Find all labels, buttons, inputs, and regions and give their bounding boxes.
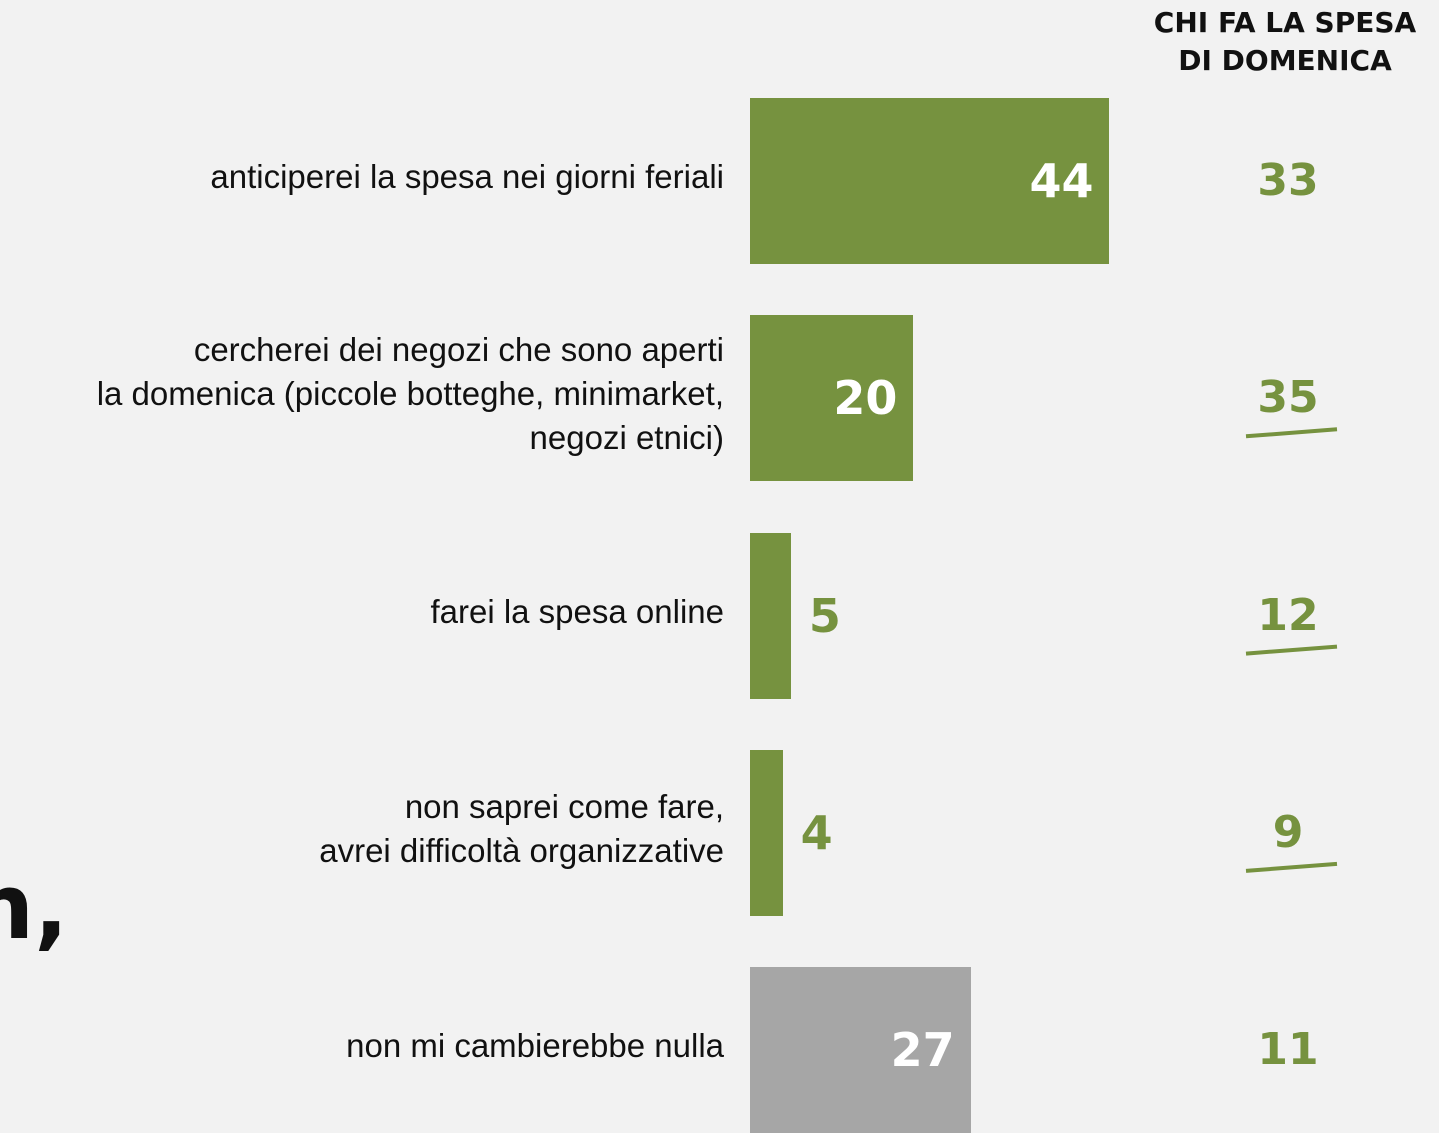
value-label: 20 [833,371,898,426]
side-value: 9 [1272,806,1304,858]
bar [750,749,783,916]
category-label: anticiperei la spesa nei giorni feriali [210,158,724,195]
bar [750,315,914,482]
side-value: 35 [1257,372,1319,424]
category-label: farei la spesa online [430,592,724,630]
underline [1245,427,1338,439]
side-column-title: CHI FA LA SPESA DI DOMENICA [1153,6,1417,77]
value-label: 44 [1029,154,1094,208]
value-label: 4 [800,805,833,860]
bar [750,967,971,1133]
bar [750,532,791,699]
bar [750,98,1110,264]
side-value: 11 [1257,1024,1319,1076]
side-value: 12 [1257,589,1319,641]
value-label: 5 [808,588,841,643]
category-label: non mi cambierebbe nulla [346,1027,724,1065]
cropped-annotation: n, [0,855,69,960]
category-label: cercherei dei negozi che sono aperti la … [96,331,724,457]
underline [1245,861,1338,873]
side-value: 33 [1257,155,1319,206]
underline [1245,644,1338,656]
category-label: non saprei come fare, avrei difficoltà o… [319,787,724,869]
value-label: 27 [890,1023,955,1078]
